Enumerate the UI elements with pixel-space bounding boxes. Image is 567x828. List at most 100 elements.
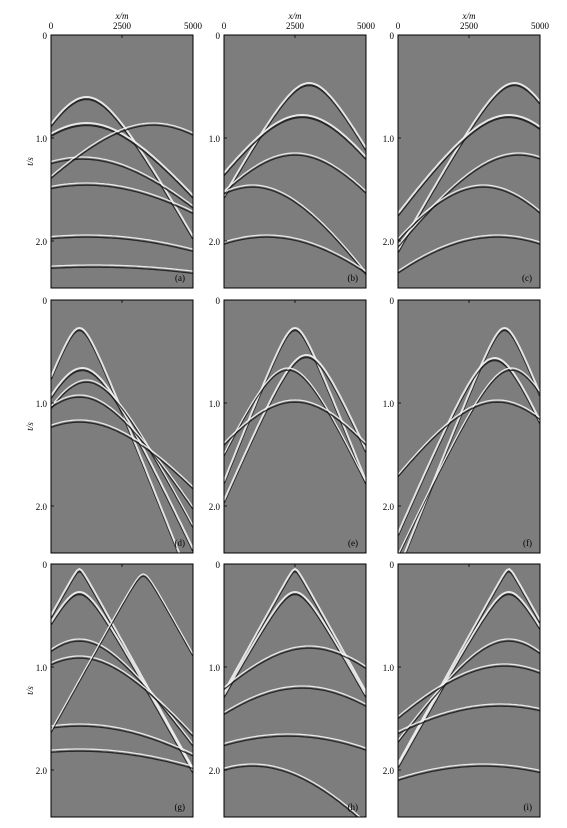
x-tick-label: 5000 [184, 21, 203, 31]
y-tick-label: 1.0 [36, 134, 48, 144]
y-tick-label: 2.0 [209, 502, 221, 512]
x-tick-label: 0 [396, 21, 401, 31]
event-light [398, 234, 540, 272]
event-light [51, 567, 193, 769]
x-axis-label: x/m [115, 11, 129, 21]
y-tick-label: 0 [43, 31, 48, 41]
event-dark [399, 369, 540, 553]
event-dark [398, 705, 540, 735]
event-light [224, 234, 366, 272]
event-dark [51, 657, 193, 737]
event-dark [51, 266, 193, 275]
event-light [51, 655, 193, 735]
panel-label: (e) [348, 538, 358, 548]
event-dark [51, 124, 193, 199]
event-dark [51, 593, 193, 774]
panel [398, 300, 540, 553]
event-light [224, 399, 366, 444]
panel [224, 35, 366, 288]
y-tick-label: 1.0 [383, 399, 395, 409]
event-light [51, 95, 193, 238]
y-tick-label: 1.0 [383, 134, 395, 144]
event-dark [51, 236, 193, 253]
event-dark [398, 186, 540, 242]
y-tick-label: 2.0 [36, 766, 48, 776]
event-light [398, 184, 540, 240]
x-tick-label: 2500 [286, 21, 305, 31]
y-tick-label: 2.0 [383, 766, 395, 776]
y-axis-label: t/s [25, 157, 35, 166]
event-dark [224, 154, 366, 194]
event-dark [224, 236, 366, 274]
event-dark [224, 569, 366, 695]
event-light [224, 81, 366, 197]
event-light [51, 638, 193, 745]
event-light [224, 685, 366, 713]
event-dark [398, 640, 540, 743]
y-tick-label: 2.0 [36, 237, 48, 247]
panel-label: (c) [522, 273, 532, 283]
x-tick-label: 2500 [460, 21, 479, 31]
event-dark [51, 575, 193, 733]
event-light [224, 567, 366, 693]
event-dark [398, 593, 540, 768]
y-tick-label: 0 [43, 560, 48, 570]
event-dark [51, 124, 193, 179]
y-tick-label: 0 [390, 296, 395, 306]
event-light [51, 122, 193, 177]
x-axis-label: x/m [288, 11, 302, 21]
y-tick-label: 2.0 [36, 502, 48, 512]
event-light [51, 182, 193, 212]
event-dark [51, 98, 193, 240]
panel [51, 300, 193, 553]
y-tick-label: 1.0 [209, 134, 221, 144]
event-light [398, 663, 540, 717]
event-dark [224, 687, 366, 716]
event-dark [51, 381, 193, 529]
event-dark [398, 84, 540, 253]
x-tick-label: 2500 [113, 21, 132, 31]
event-light [51, 394, 193, 508]
event-light [51, 573, 193, 731]
y-tick-label: 0 [216, 31, 221, 41]
y-tick-label: 1.0 [209, 399, 221, 409]
event-dark [51, 184, 193, 215]
y-axis-label: t/s [25, 686, 35, 695]
event-light [224, 152, 366, 192]
y-tick-label: 2.0 [383, 237, 395, 247]
panel-label: (f) [523, 538, 532, 548]
y-tick-label: 1.0 [36, 663, 48, 673]
x-tick-label: 5000 [531, 21, 550, 31]
event-light [398, 703, 540, 733]
y-tick-label: 1.0 [36, 399, 48, 409]
event-light [51, 590, 193, 771]
event-dark [398, 665, 540, 720]
y-tick-label: 0 [43, 296, 48, 306]
event-dark [224, 369, 366, 485]
panel-bg [224, 564, 366, 817]
event-dark [224, 186, 366, 276]
event-dark [224, 765, 359, 817]
x-tick-label: 5000 [357, 21, 376, 31]
y-tick-label: 0 [390, 31, 395, 41]
panel-label: (h) [348, 802, 359, 812]
event-light [51, 121, 193, 197]
x-axis-label: x/m [462, 11, 476, 21]
panel [51, 35, 193, 288]
event-light [398, 638, 540, 741]
event-light [224, 367, 366, 483]
event-light [51, 748, 193, 767]
y-tick-label: 1.0 [209, 663, 221, 673]
y-axis-label: t/s [25, 422, 35, 431]
panel [51, 564, 193, 817]
x-tick-label: 0 [49, 21, 54, 31]
event-dark [224, 116, 366, 176]
event-light [398, 356, 540, 534]
event-light [398, 399, 540, 476]
panel-label: (a) [175, 273, 185, 283]
event-light [51, 723, 193, 755]
y-tick-label: 0 [216, 296, 221, 306]
event-light [224, 733, 366, 749]
event-light [51, 264, 193, 272]
